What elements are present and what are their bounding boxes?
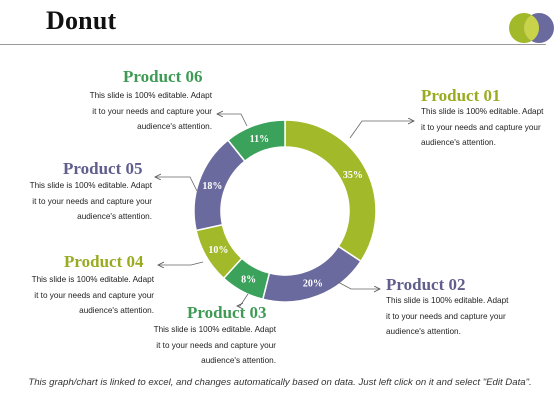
product-02-description: This slide is 100% editable. Adapt it to… (386, 293, 518, 340)
product-05-description: This slide is 100% editable. Adapt it to… (20, 178, 152, 225)
product-03-description: This slide is 100% editable. Adapt it to… (144, 322, 276, 369)
data-label: 18% (202, 181, 222, 192)
desc-line: This slide is 100% editable. Adapt (386, 296, 509, 305)
donut-slice-product-06 (226, 119, 286, 163)
desc-line: it to your needs and capture your (92, 106, 212, 116)
data-label: 35% (343, 170, 363, 181)
product-05-title: Product 05 (63, 159, 143, 178)
desc-line: it to your needs and capture your (421, 122, 541, 132)
footer-note: This graph/chart is linked to excel, and… (28, 377, 532, 388)
data-label: 8% (241, 274, 256, 285)
desc-line: audience's attention. (77, 212, 152, 221)
donut-slice-product-01 (284, 119, 377, 263)
desc-line: This slide is 100% editable. Adapt (89, 91, 212, 100)
product-04-description: This slide is 100% editable. Adapt it to… (22, 272, 154, 319)
data-label: 20% (303, 278, 323, 289)
desc-line: This slide is 100% editable. Adapt (29, 181, 152, 190)
product-01-description: This slide is 100% editable. Adapt it to… (421, 104, 553, 151)
desc-line: it to your needs and capture your (34, 290, 154, 300)
leader-line-product-04 (158, 261, 204, 265)
donut-slice-product-02 (261, 245, 362, 303)
product-06-title: Product 06 (123, 67, 203, 86)
slide-title: Donut (46, 6, 117, 35)
product-01-title: Product 01 (421, 86, 501, 105)
desc-line: audience's attention. (79, 306, 154, 315)
desc-line: it to your needs and capture your (32, 196, 152, 206)
brand-logo-icon (509, 13, 554, 43)
leader-line-product-06 (217, 114, 248, 127)
product-04-title: Product 04 (64, 252, 144, 271)
product-06-description: This slide is 100% editable. Adapt it to… (80, 88, 212, 135)
data-label: 10% (208, 245, 228, 256)
desc-line: This slide is 100% editable. Adapt (421, 107, 544, 116)
product-03-title: Product 03 (187, 303, 267, 322)
leader-line-product-05 (155, 177, 198, 192)
desc-line: This slide is 100% editable. Adapt (31, 275, 154, 284)
leader-line-product-02 (337, 281, 380, 289)
data-label: 11% (250, 134, 269, 145)
desc-line: it to your needs and capture your (156, 340, 276, 350)
desc-line: audience's attention. (386, 327, 461, 336)
desc-line: it to your needs and capture your (386, 311, 506, 321)
leader-line-product-03 (237, 293, 249, 306)
title-divider (0, 44, 546, 45)
desc-line: audience's attention. (137, 122, 212, 131)
product-02-title: Product 02 (386, 275, 466, 294)
leader-line-product-01 (349, 121, 414, 139)
desc-line: audience's attention. (421, 138, 496, 147)
desc-line: This slide is 100% editable. Adapt (153, 325, 276, 334)
desc-line: audience's attention. (201, 356, 276, 365)
